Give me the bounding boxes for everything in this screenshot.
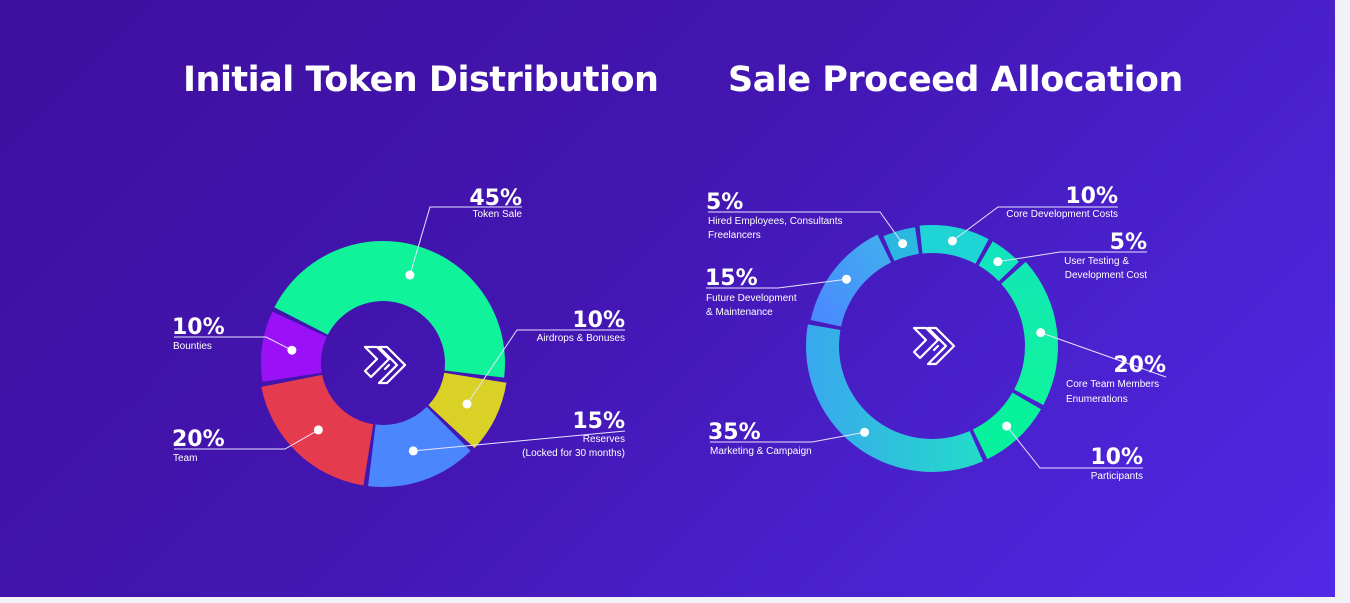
label-reserves: Reserves (583, 434, 625, 445)
donut-charts: 45% Token Sale 10% Airdrops & Bonuses 15… (172, 184, 1167, 487)
slice-token-sale (274, 241, 506, 378)
label-hired-pct: 5% (706, 190, 743, 215)
marker-core-development-costs (947, 236, 957, 246)
leader-token-sale (409, 206, 522, 276)
slice-future-development (810, 234, 892, 327)
leader-marketing-campaign (710, 431, 865, 443)
label-participants-pct: 10% (1090, 445, 1143, 470)
leader-lines (174, 206, 1167, 469)
label-reserves-sub: (Locked for 30 months) (522, 448, 625, 459)
label-user-testing-sub: Development Cost (1065, 270, 1147, 281)
label-hired-sub: Freelancers (708, 230, 761, 241)
label-future-dev-pct: 15% (705, 266, 758, 291)
label-reserves-pct: 15% (572, 409, 625, 434)
marker-team (313, 425, 323, 435)
chart-title-token-distribution: Initial Token Distribution (183, 60, 659, 100)
marker-marketing-campaign (860, 427, 870, 437)
label-marketing: Marketing & Campaign (710, 446, 812, 457)
label-token-sale: Token Sale (473, 209, 523, 220)
leader-team (174, 429, 319, 450)
label-core-dev-pct: 10% (1065, 184, 1118, 209)
chart2-slices (806, 224, 1058, 472)
leader-hired-employees-consultants (708, 211, 904, 244)
label-core-dev: Core Development Costs (1006, 209, 1118, 220)
label-marketing-pct: 35% (708, 420, 761, 445)
slice-core-team-members (1001, 261, 1058, 405)
label-team-pct: 20% (172, 427, 225, 452)
label-core-team: Core Team Members (1066, 379, 1159, 390)
label-core-team-sub: Enumerations (1066, 394, 1128, 405)
leader-airdrops-bonuses (466, 329, 625, 405)
label-future-dev: Future Development (706, 293, 797, 304)
leader-core-team-members (1040, 332, 1167, 378)
label-team: Team (173, 453, 197, 464)
infographic-canvas: Initial Token Distribution Sale Proceed … (0, 0, 1335, 597)
leader-reserves (413, 430, 626, 452)
leader-participants (1006, 425, 1143, 469)
leader-user-testing (997, 251, 1147, 263)
marker-participants (1002, 421, 1012, 431)
label-bounties-pct: 10% (172, 315, 225, 340)
label-hired: Hired Employees, Consultants (708, 216, 843, 227)
marker-airdrops-bonuses (462, 399, 472, 409)
marker-core-team-members (1036, 328, 1046, 338)
slice-reserves (368, 406, 471, 487)
label-bounties: Bounties (173, 341, 212, 352)
label-user-testing-pct: 5% (1110, 230, 1147, 255)
label-user-testing: User Testing & (1064, 256, 1129, 267)
label-participants: Participants (1091, 471, 1143, 482)
label-airdrops: Airdrops & Bonuses (537, 333, 625, 344)
brand-logo-icon-2 (912, 326, 956, 366)
marker-hired-employees-consultants (898, 239, 908, 249)
marker-future-development (842, 274, 852, 284)
marker-reserves (408, 446, 418, 456)
marker-bounties (287, 345, 297, 355)
slice-marketing-campaign (806, 324, 984, 472)
brand-logo-icon (363, 345, 407, 385)
label-airdrops-pct: 10% (572, 308, 625, 333)
label-token-sale-pct: 45% (469, 186, 522, 211)
leader-core-development-costs (952, 206, 1118, 242)
marker-token-sale (405, 270, 415, 280)
leader-future-development (706, 278, 847, 289)
marker-user-testing (993, 257, 1003, 267)
chart-title-sale-proceed: Sale Proceed Allocation (728, 60, 1183, 100)
slice-airdrops-bonuses (428, 372, 507, 449)
leader-bounties (174, 336, 293, 351)
label-future-dev-sub: & Maintenance (706, 307, 773, 318)
label-core-team-pct: 20% (1113, 353, 1166, 378)
